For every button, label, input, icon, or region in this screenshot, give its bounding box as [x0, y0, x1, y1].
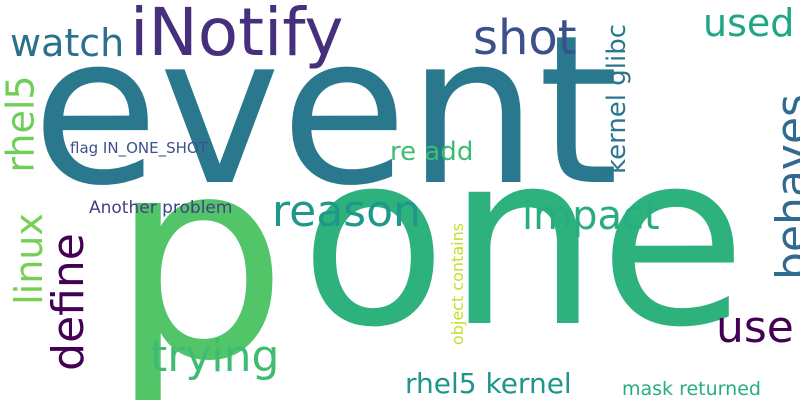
word-rhel5-kernel: rhel5 kernel: [405, 367, 572, 400]
word-flag-in-one-shot: flag IN_ONE_SHOT: [70, 139, 208, 157]
word-kernel-glibc: kernel glibc: [602, 23, 633, 175]
word-event: event: [32, 0, 619, 231]
word-reason: reason: [272, 186, 421, 237]
word-one: one: [300, 100, 747, 380]
word-watch: watch: [10, 21, 125, 65]
word-shot: shot: [473, 10, 577, 66]
word-impact: impact: [522, 193, 660, 239]
word-re-add: re add: [390, 137, 474, 167]
word-mask-returned: mask returned: [622, 378, 761, 400]
word-trying: trying: [150, 331, 280, 382]
word-used: used: [703, 1, 795, 45]
word-inotify: iNotify: [130, 0, 344, 71]
word-object-contains: object contains: [448, 222, 468, 346]
word-another-problem: Another problem: [89, 198, 233, 218]
word-rhel5-vertical: rhel5: [0, 75, 43, 173]
word-p: p: [110, 97, 288, 400]
word-define: define: [42, 233, 94, 371]
word-behaves: behaves: [766, 94, 800, 280]
word-use: use: [716, 302, 794, 353]
